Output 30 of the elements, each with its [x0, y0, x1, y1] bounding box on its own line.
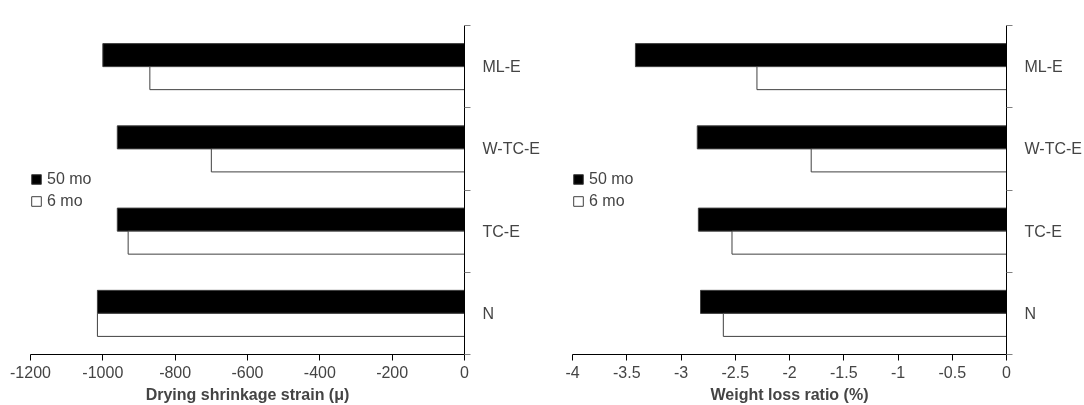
x-tick-label: 0	[1002, 363, 1012, 381]
y-tick-label: ML-E	[1024, 58, 1063, 76]
x-tick-label: -0.5	[938, 363, 967, 381]
x-tick-label: 0	[460, 363, 470, 381]
y-tick-label: W-TC-E	[482, 140, 540, 158]
x-tick-label: -1000	[82, 363, 124, 381]
y-tick-label: TC-E	[1024, 222, 1062, 240]
legend-label: 50 mo	[47, 169, 92, 188]
legend-label: 6 mo	[47, 191, 83, 210]
x-tick-label: -4	[565, 363, 580, 381]
y-tick-label: ML-E	[482, 58, 521, 76]
x-tick-label: -200	[376, 363, 409, 381]
x-tick-label: -2.5	[721, 363, 750, 381]
x-axis-title: Weight loss ratio (%)	[710, 385, 869, 403]
x-tick-label: -600	[231, 363, 264, 381]
x-tick-label: -1.5	[829, 363, 858, 381]
y-tick-label: TC-E	[482, 222, 520, 240]
x-axis-title: Drying shrinkage strain (μ)	[145, 385, 350, 403]
y-tick-label: N	[1024, 304, 1037, 322]
x-tick-label: -2	[782, 363, 797, 381]
y-tick-label: W-TC-E	[1024, 140, 1082, 158]
x-tick-label: -400	[303, 363, 336, 381]
x-tick-label: -800	[159, 363, 192, 381]
x-tick-label: -3.5	[612, 363, 641, 381]
x-tick-label: -3	[673, 363, 689, 381]
x-tick-label: -1200	[10, 363, 52, 381]
legend-label: 50 mo	[589, 169, 634, 188]
legend-label: 6 mo	[589, 191, 625, 210]
y-tick-label: N	[482, 304, 495, 322]
x-tick-label: -1	[890, 363, 906, 381]
